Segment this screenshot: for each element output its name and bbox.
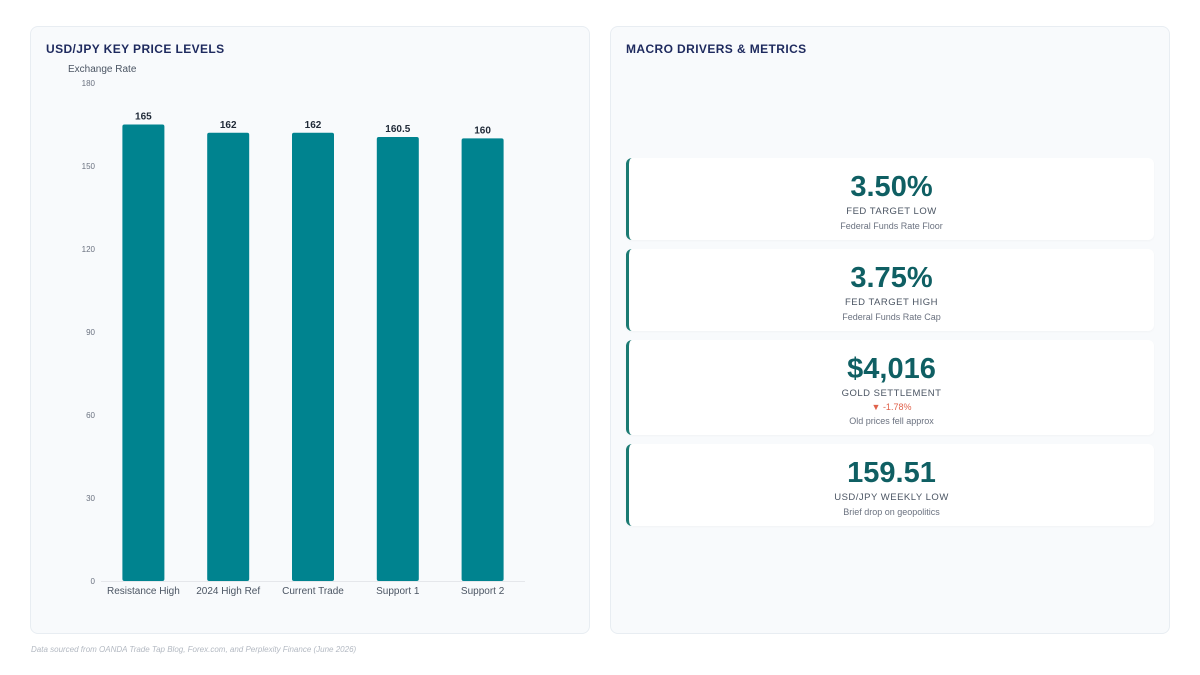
metric-label: USD/JPY WEEKLY LOW <box>834 492 949 503</box>
y-tick-label: 90 <box>86 328 95 337</box>
metric-subtitle: Old prices fell approx <box>849 416 934 426</box>
metric-value: 159.51 <box>847 457 936 489</box>
bar-4 <box>376 136 419 581</box>
bar-value-label: 162 <box>220 120 237 131</box>
bar-value-label: 165 <box>135 112 152 123</box>
macro-drivers-panel: MACRO DRIVERS & METRICS 3.50% FED TARGET… <box>610 26 1170 634</box>
x-tick-label: Resistance High <box>107 586 180 597</box>
y-tick-label: 150 <box>82 162 96 171</box>
metric-card-usdjpy-low: 159.51 USD/JPY WEEKLY LOW Brief drop on … <box>626 444 1154 526</box>
x-tick-label: 2024 High Ref <box>196 586 260 597</box>
x-tick-label: Current Trade <box>282 586 344 597</box>
price-levels-panel: USD/JPY KEY PRICE LEVELS Exchange Rate 0 3… <box>30 26 590 634</box>
metric-value: 3.50% <box>850 171 933 203</box>
chart-title: USD/JPY KEY PRICE LEVELS <box>46 42 225 56</box>
metric-card-gold: $4,016 GOLD SETTLEMENT ▼ -1.78% Old pric… <box>626 340 1154 435</box>
metric-label: GOLD SETTLEMENT <box>841 388 942 399</box>
bar-value-label: 160.5 <box>385 124 410 135</box>
metric-value: 3.75% <box>850 262 933 294</box>
metric-subtitle: Brief drop on geopolitics <box>843 507 940 517</box>
metric-label: FED TARGET HIGH <box>844 297 938 308</box>
metric-card-fed-high: 3.75% FED TARGET HIGH Federal Funds Rate… <box>626 249 1154 331</box>
y-axis-label: Exchange Rate <box>68 64 137 75</box>
x-tick-label: Support 2 <box>461 586 505 597</box>
metrics-title: MACRO DRIVERS & METRICS <box>626 42 807 56</box>
metric-delta: ▼ -1.78% <box>871 402 912 412</box>
y-tick-label: 0 <box>91 577 96 586</box>
bar-value-label: 162 <box>305 120 322 131</box>
y-tick-label: 60 <box>86 411 95 420</box>
bar-3 <box>292 132 334 582</box>
y-tick-label: 30 <box>86 494 95 503</box>
bar-chart: Exchange Rate 0 30 60 90 120 150 180 165 Resistan… <box>68 64 525 597</box>
metric-label: FED TARGET LOW <box>846 206 937 217</box>
bar-2 <box>207 132 250 582</box>
bar-value-label: 160 <box>474 125 491 136</box>
x-tick-label: Support 1 <box>376 586 420 597</box>
y-tick-label: 120 <box>82 245 96 254</box>
source-note: Data sourced from OANDA Trade Tap Blog, … <box>31 645 357 654</box>
metric-card-fed-low: 3.50% FED TARGET LOW Federal Funds Rate … <box>626 158 1154 240</box>
bar-5 <box>461 138 504 581</box>
y-tick-label: 180 <box>82 79 96 88</box>
metric-value: $4,016 <box>847 353 936 385</box>
metric-subtitle: Federal Funds Rate Floor <box>840 221 943 231</box>
bar-1 <box>122 124 165 581</box>
metric-subtitle: Federal Funds Rate Cap <box>842 312 941 322</box>
